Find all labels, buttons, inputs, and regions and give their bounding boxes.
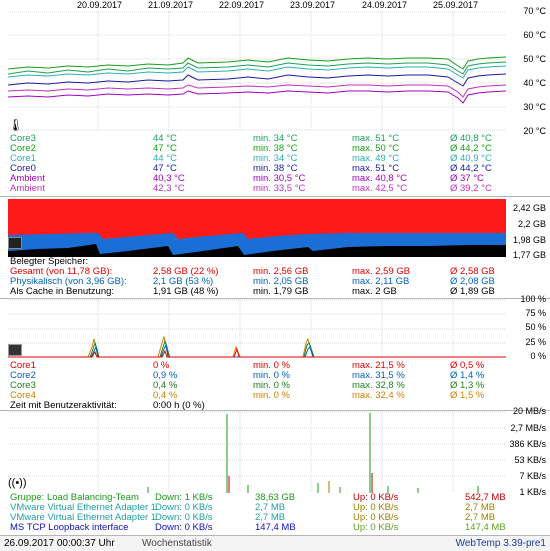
temp-row: Ambient 42,3 °C min. 33,5 °C max. 42,5 °C … xyxy=(10,183,492,194)
status-bar: 26.09.2017 00:00:37 Uhr Wochenstatistik … xyxy=(0,535,550,551)
memory-chart xyxy=(8,199,506,257)
cpu-chart xyxy=(8,299,506,359)
mem-axis-label: 2,42 GB xyxy=(512,203,546,213)
core0-line xyxy=(8,73,506,87)
status-mode: Wochenstatistik xyxy=(142,538,212,549)
mem-row: Als Cache in Benutzung: 1,91 GB (48 %) mi… xyxy=(10,286,495,297)
net-row: Gruppe: Load Balancing-Team Down: 1 KB/s… xyxy=(10,492,506,503)
temp-axis-label: 50 °C xyxy=(523,54,546,64)
date-label: 24.09.2017 xyxy=(362,0,408,10)
date-axis: 20.09.2017 21.09.2017 22.09.2017 23.09.2… xyxy=(0,0,510,11)
temp-axis-label: 60 °C xyxy=(523,30,546,40)
temp-axis-label: 20 °C xyxy=(523,126,546,136)
cpu-axis-label: 50 % xyxy=(525,322,546,332)
cpu-row: Core2 0,9 % min. 0 % max. 31,5 % Ø 1,4 % xyxy=(10,370,485,381)
net-axis-label: 386 KB/s xyxy=(509,439,546,449)
net-axis-label: 1 KB/s xyxy=(519,487,546,497)
temp-axis-label: 40 °C xyxy=(523,78,546,88)
temperature-panel: 70 °C 60 °C 50 °C 40 °C 30 °C 20 °C 🌡 Co… xyxy=(0,0,550,195)
core1-line xyxy=(8,65,506,79)
divider xyxy=(0,410,550,411)
date-label: 22.09.2017 xyxy=(219,0,265,10)
date-label: 21.09.2017 xyxy=(148,0,194,10)
cpu-panel: 100 % 75 % 50 % 25 % 0 % Core1 0 % min. 0… xyxy=(0,294,550,411)
cpu-row: Core3 0,4 % min. 0 % max. 32,8 % Ø 1,3 % xyxy=(10,380,485,391)
mem-axis-label: 1,77 GB xyxy=(512,250,546,260)
cpu-icon xyxy=(8,344,22,356)
temp-row: Core3 44 °C min. 34 °C max. 51 °C Ø 40,8 °… xyxy=(10,133,492,144)
thermometer-icon: 🌡 xyxy=(8,118,24,132)
core2-line xyxy=(8,56,506,70)
date-label: 25.09.2017 xyxy=(433,0,479,10)
divider xyxy=(0,196,550,197)
cpu-row: Core4 0,4 % min. 0 % max. 32,4 % Ø 1,5 % xyxy=(10,390,485,401)
network-chart xyxy=(8,411,506,493)
cpu-axis-label: 0 % xyxy=(530,351,546,361)
cpu-core3-line xyxy=(8,339,506,358)
mem-row: Gesamt (von 11,78 GB): 2,58 GB (22 %) min… xyxy=(10,266,495,277)
date-label: 23.09.2017 xyxy=(290,0,336,10)
temp-row: Core2 47 °C min. 38 °C max. 50 °C Ø 44,2 °… xyxy=(10,143,492,154)
temp-axis-label: 30 °C xyxy=(523,102,546,112)
cpu-axis-label: 75 % xyxy=(525,308,546,318)
memory-chip-icon xyxy=(8,237,22,249)
status-datetime: 26.09.2017 00:00:37 Uhr xyxy=(4,538,115,549)
cpu-axis-label: 25 % xyxy=(525,337,546,347)
app-version: WebTemp 3.39-pre1 xyxy=(455,538,546,549)
mem-axis-label: 2,2 GB xyxy=(517,219,546,229)
network-panel: 20 MB/s 2,7 MB/s 386 KB/s 53 KB/s 7 KB/s… xyxy=(0,406,550,533)
temp-row: Ambient 40,3 °C min. 30,5 °C max. 40,8 °C … xyxy=(10,173,484,184)
net-axis-label: 7 KB/s xyxy=(519,471,546,481)
cpu-axis-label: 100 % xyxy=(520,294,546,304)
cpu-row: Core1 0 % min. 0 % max. 21,5 % Ø 0,5 % xyxy=(10,360,485,371)
core3-line xyxy=(8,61,506,75)
net-row: VMware Virtual Ethernet Adapter 1 Down: … xyxy=(10,502,496,513)
network-icon: ((•)) xyxy=(8,477,27,489)
net-axis-label: 53 KB/s xyxy=(514,455,546,465)
cpu-core2-line xyxy=(8,343,506,358)
date-label: 20.09.2017 xyxy=(77,0,123,10)
temp-row: Core0 47 °C min. 38 °C max. 51 °C Ø 44,2 °… xyxy=(10,163,492,174)
mem-title: Belegter Speicher: xyxy=(10,256,89,267)
net-axis-label: 2,7 MB/s xyxy=(510,423,546,433)
divider xyxy=(0,298,550,299)
user-activity-row: Zeit mit Benutzeraktivität: 0:00 h (0 %) xyxy=(10,400,205,411)
mem-row: Physikalisch (von 3,96 GB): 2,1 GB (53 %)… xyxy=(10,276,495,287)
net-row: VMware Virtual Ethernet Adapter 1 Down: … xyxy=(10,512,496,523)
mem-axis-label: 1,98 GB xyxy=(512,235,546,245)
temp-axis-label: 70 °C xyxy=(523,6,546,16)
ambient2-line xyxy=(8,84,506,98)
ambient1-line xyxy=(8,90,506,104)
memory-panel: 2,42 GB 2,2 GB 1,98 GB 1,77 GB Belegter … xyxy=(0,197,550,297)
net-row: MS TCP Loopback interface Down: 0 KB/s 1… xyxy=(10,522,506,533)
temp-row: Core1 44 °C min. 34 °C max. 49 °C Ø 40,9 °… xyxy=(10,153,492,164)
cpu-core4-line xyxy=(8,335,506,358)
cpu-core1-line xyxy=(8,347,506,358)
net-axis-label: 20 MB/s xyxy=(512,406,546,416)
temperature-chart xyxy=(8,11,506,131)
